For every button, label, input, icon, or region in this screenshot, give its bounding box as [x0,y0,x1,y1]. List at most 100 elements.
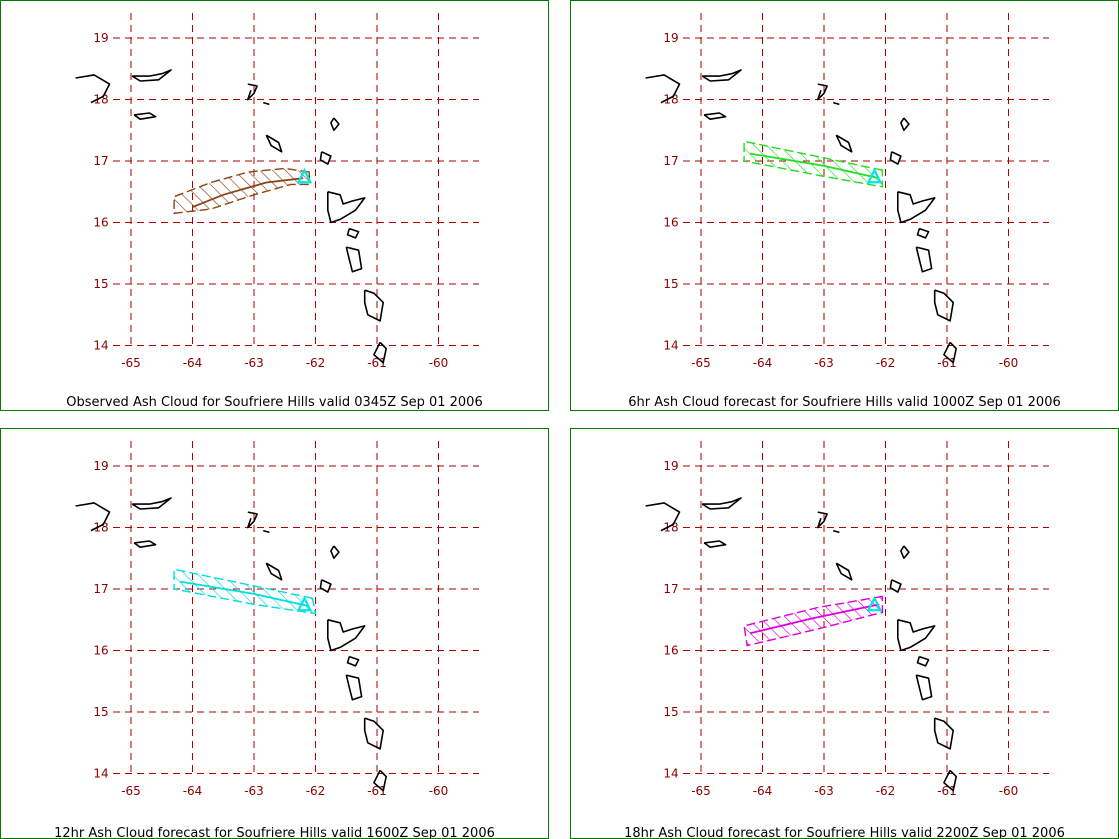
lat-tick-label: 19 [93,459,108,473]
coastline [915,246,933,273]
ash-cloud-centerline [749,603,880,635]
coastline [330,545,340,560]
coastline [900,545,910,560]
ash-cloud-centerline [750,152,880,180]
coastline [75,502,111,532]
ash-cloud-map: -65 -64 -63 -62 -61 -60 19 18 17 16 15 14 [645,441,1049,798]
ash-cloud-area [173,167,310,215]
lat-tick-label: 18 [93,521,108,535]
ash-cloud-map: -65 -64 -63 -62 -61 -60 19 18 17 16 15 14 [75,13,479,370]
coastline [326,619,366,652]
coastline [703,540,727,548]
coastline [75,74,111,104]
lon-tick-label: -64 [183,784,203,798]
volcano-marker-icon [866,167,883,184]
lon-tick-label: -61 [937,356,957,370]
lat-tick-label: 15 [663,705,678,719]
coastline [346,655,360,667]
map-panel-observed: -65 -64 -63 -62 -61 -60 19 18 17 16 15 14 Observed … [0,0,549,411]
ash-cloud-centerline [192,177,304,208]
coastline [943,769,958,792]
lon-tick-label: -63 [814,356,834,370]
coastline [373,769,388,792]
volcano-marker-icon [866,595,883,612]
lon-tick-label: -60 [429,356,449,370]
coastline [889,151,902,165]
volcano-marker-icon [296,595,313,612]
coastline [345,246,363,273]
coastline [262,101,270,106]
coastline [915,674,933,701]
panel-caption: 6hr Ash Cloud forecast for Soufriere Hil… [628,395,1061,410]
lon-tick-label: -65 [121,356,141,370]
lon-tick-label: -63 [244,356,264,370]
coastline [319,151,332,165]
coastline [131,69,172,82]
coastline [262,529,270,534]
map-panel-6hr: -65 -64 -63 -62 -61 -60 19 18 17 16 15 14 6hr Ash C… [570,0,1119,411]
ash-cloud-area [173,568,317,615]
coastline [933,717,955,750]
coastline [247,83,258,101]
lon-tick-label: -60 [999,356,1019,370]
coastline [133,112,157,120]
coastline [896,191,936,224]
lat-tick-label: 14 [663,339,678,353]
coastline [330,117,340,132]
lat-tick-label: 14 [93,767,108,781]
lon-tick-label: -62 [306,784,326,798]
lon-tick-label: -62 [306,356,326,370]
coastline [832,529,840,534]
lon-tick-label: -63 [814,784,834,798]
map-panel-18hr: -65 -64 -63 -62 -61 -60 19 18 17 16 15 14 18hr Ash … [570,428,1119,839]
lat-tick-label: 17 [93,582,108,596]
coastline [943,341,958,364]
coastline [265,562,283,581]
map-panel-12hr: -65 -64 -63 -62 -61 -60 19 18 17 16 15 14 12hr Ash … [0,428,549,839]
coastline [345,674,363,701]
panel-caption: 12hr Ash Cloud forecast for Soufriere Hi… [54,826,495,839]
coastline [835,562,853,581]
lat-tick-label: 17 [663,582,678,596]
coastline [326,191,366,224]
lon-tick-label: -65 [121,784,141,798]
lat-tick-label: 18 [663,521,678,535]
coastline [265,134,283,153]
lon-tick-label: -62 [876,784,896,798]
lat-tick-label: 16 [93,216,108,230]
lon-tick-label: -65 [691,784,711,798]
ash-cloud-map: -65 -64 -63 -62 -61 -60 19 18 17 16 15 14 [645,13,1049,370]
lon-tick-label: -64 [753,784,773,798]
coastline [319,579,332,593]
lat-tick-label: 17 [93,154,108,168]
lat-tick-label: 14 [663,767,678,781]
coastline [363,289,385,322]
ash-cloud-centerline [180,580,310,608]
lon-tick-label: -61 [367,784,387,798]
coastline [916,655,930,667]
lon-tick-label: -62 [876,356,896,370]
lon-tick-label: -64 [753,356,773,370]
lat-tick-label: 15 [93,277,108,291]
panel-caption: Observed Ash Cloud for Soufriere Hills v… [66,395,483,410]
coastline [703,112,727,120]
lat-tick-label: 15 [663,277,678,291]
coastline [817,511,828,529]
coastline [896,619,936,652]
lon-tick-label: -61 [937,784,957,798]
coastline [346,227,360,239]
lon-tick-label: -63 [244,784,264,798]
coastline [133,540,157,548]
coastline [701,497,742,510]
ash-cloud-area [743,595,884,647]
lon-tick-label: -65 [691,356,711,370]
lat-tick-label: 17 [663,154,678,168]
lat-tick-label: 14 [93,339,108,353]
coastline [373,341,388,364]
lat-tick-label: 16 [663,216,678,230]
ash-cloud-map: -65 -64 -63 -62 -61 -60 19 18 17 16 15 14 [75,441,479,798]
panel-caption: 18hr Ash Cloud forecast for Soufriere Hi… [624,826,1065,839]
lat-tick-label: 18 [663,93,678,107]
coastline [645,502,681,532]
lat-tick-label: 19 [93,31,108,45]
